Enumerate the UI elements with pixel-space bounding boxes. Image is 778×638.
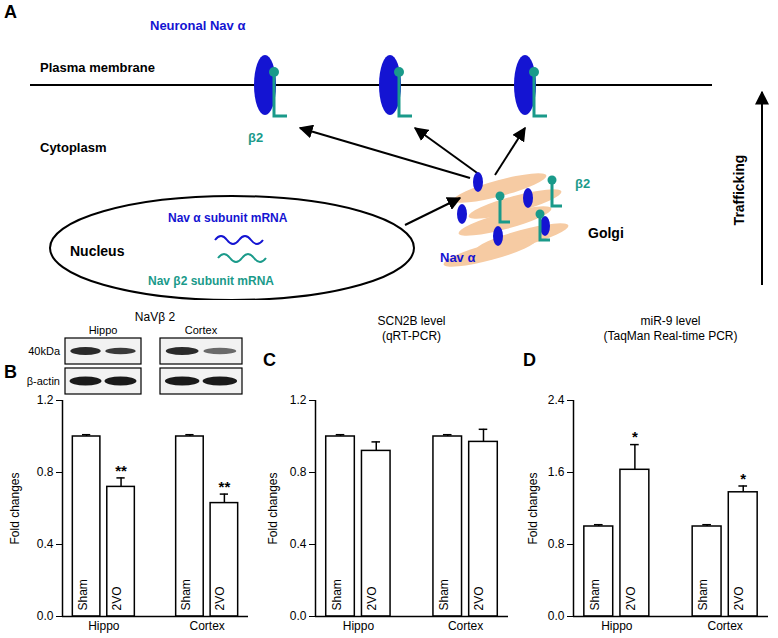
html-text:C: C [263,350,276,370]
svg-text:Nucleus: Nucleus [70,243,125,259]
svg-text:β-actin: β-actin [27,375,60,387]
svg-text:Cortex: Cortex [185,324,218,336]
svg-text:**: ** [115,462,127,479]
svg-text:Nav β2 subunit mRNA: Nav β2 subunit mRNA [148,274,274,288]
svg-text:β2: β2 [248,130,263,145]
svg-text:2VO: 2VO [110,586,124,610]
svg-text:2.4: 2.4 [548,393,565,407]
svg-text:1.2: 1.2 [290,393,307,407]
svg-text:Nav α: Nav α [440,250,475,265]
svg-text:Neuronal Nav α: Neuronal Nav α [150,18,245,33]
svg-text:0.0: 0.0 [290,609,307,623]
svg-text:40kDa: 40kDa [28,345,61,357]
svg-text:2VO: 2VO [213,586,227,610]
html-text:NaVβ 2: NaVβ 2 [134,310,176,324]
svg-text:**: ** [219,478,231,495]
svg-text:1.6: 1.6 [548,465,565,479]
svg-text:Hippo: Hippo [88,619,120,633]
svg-text:Fold changes: Fold changes [526,472,540,544]
svg-text:Sham: Sham [330,579,344,610]
svg-text:0.8: 0.8 [548,537,565,551]
svg-text:0.8: 0.8 [37,465,54,479]
svg-text:2VO: 2VO [732,586,746,610]
svg-text:β2: β2 [575,176,590,191]
svg-text:0.8: 0.8 [290,465,307,479]
svg-text:2VO: 2VO [365,586,379,610]
svg-text:Cytoplasm: Cytoplasm [40,140,106,155]
svg-text:0.4: 0.4 [290,537,307,551]
html-text:SCN2B level: SCN2B level [377,314,446,328]
svg-text:*: * [740,470,746,487]
svg-text:Sham: Sham [76,579,90,610]
svg-text:2VO: 2VO [472,586,486,610]
svg-text:Hippo: Hippo [89,324,118,336]
svg-text:Fold changes: Fold changes [266,472,280,544]
svg-text:Plasma membrane: Plasma membrane [40,60,155,75]
svg-text:Nav α subunit mRNA: Nav α subunit mRNA [168,211,288,225]
svg-text:Sham: Sham [179,579,193,610]
svg-text:Cortex: Cortex [448,619,483,633]
svg-text:Hippo: Hippo [601,619,633,633]
html-text:(TaqMan Real-time PCR): (TaqMan Real-time PCR) [603,329,738,343]
svg-text:*: * [632,428,638,445]
html-text:(qRT-PCR): (qRT-PCR) [381,329,442,343]
svg-text:A: A [4,2,17,22]
html-text:miR-9 level: miR-9 level [640,314,701,328]
svg-text:0.4: 0.4 [37,537,54,551]
html-text:B: B [4,362,17,382]
svg-text:2VO: 2VO [624,586,638,610]
svg-text:Fold changes: Fold changes [8,472,22,544]
svg-text:Cortex: Cortex [189,619,224,633]
svg-text:Trafficking: Trafficking [731,155,747,226]
svg-text:Cortex: Cortex [707,619,742,633]
svg-text:1.2: 1.2 [37,393,54,407]
svg-text:0.0: 0.0 [37,609,54,623]
svg-text:Sham: Sham [696,579,710,610]
svg-text:Sham: Sham [588,579,602,610]
svg-text:Hippo: Hippo [343,619,375,633]
svg-text:0.0: 0.0 [548,609,565,623]
html-text:D: D [523,350,536,370]
svg-text:Golgi: Golgi [588,225,624,241]
svg-text:Sham: Sham [437,579,451,610]
